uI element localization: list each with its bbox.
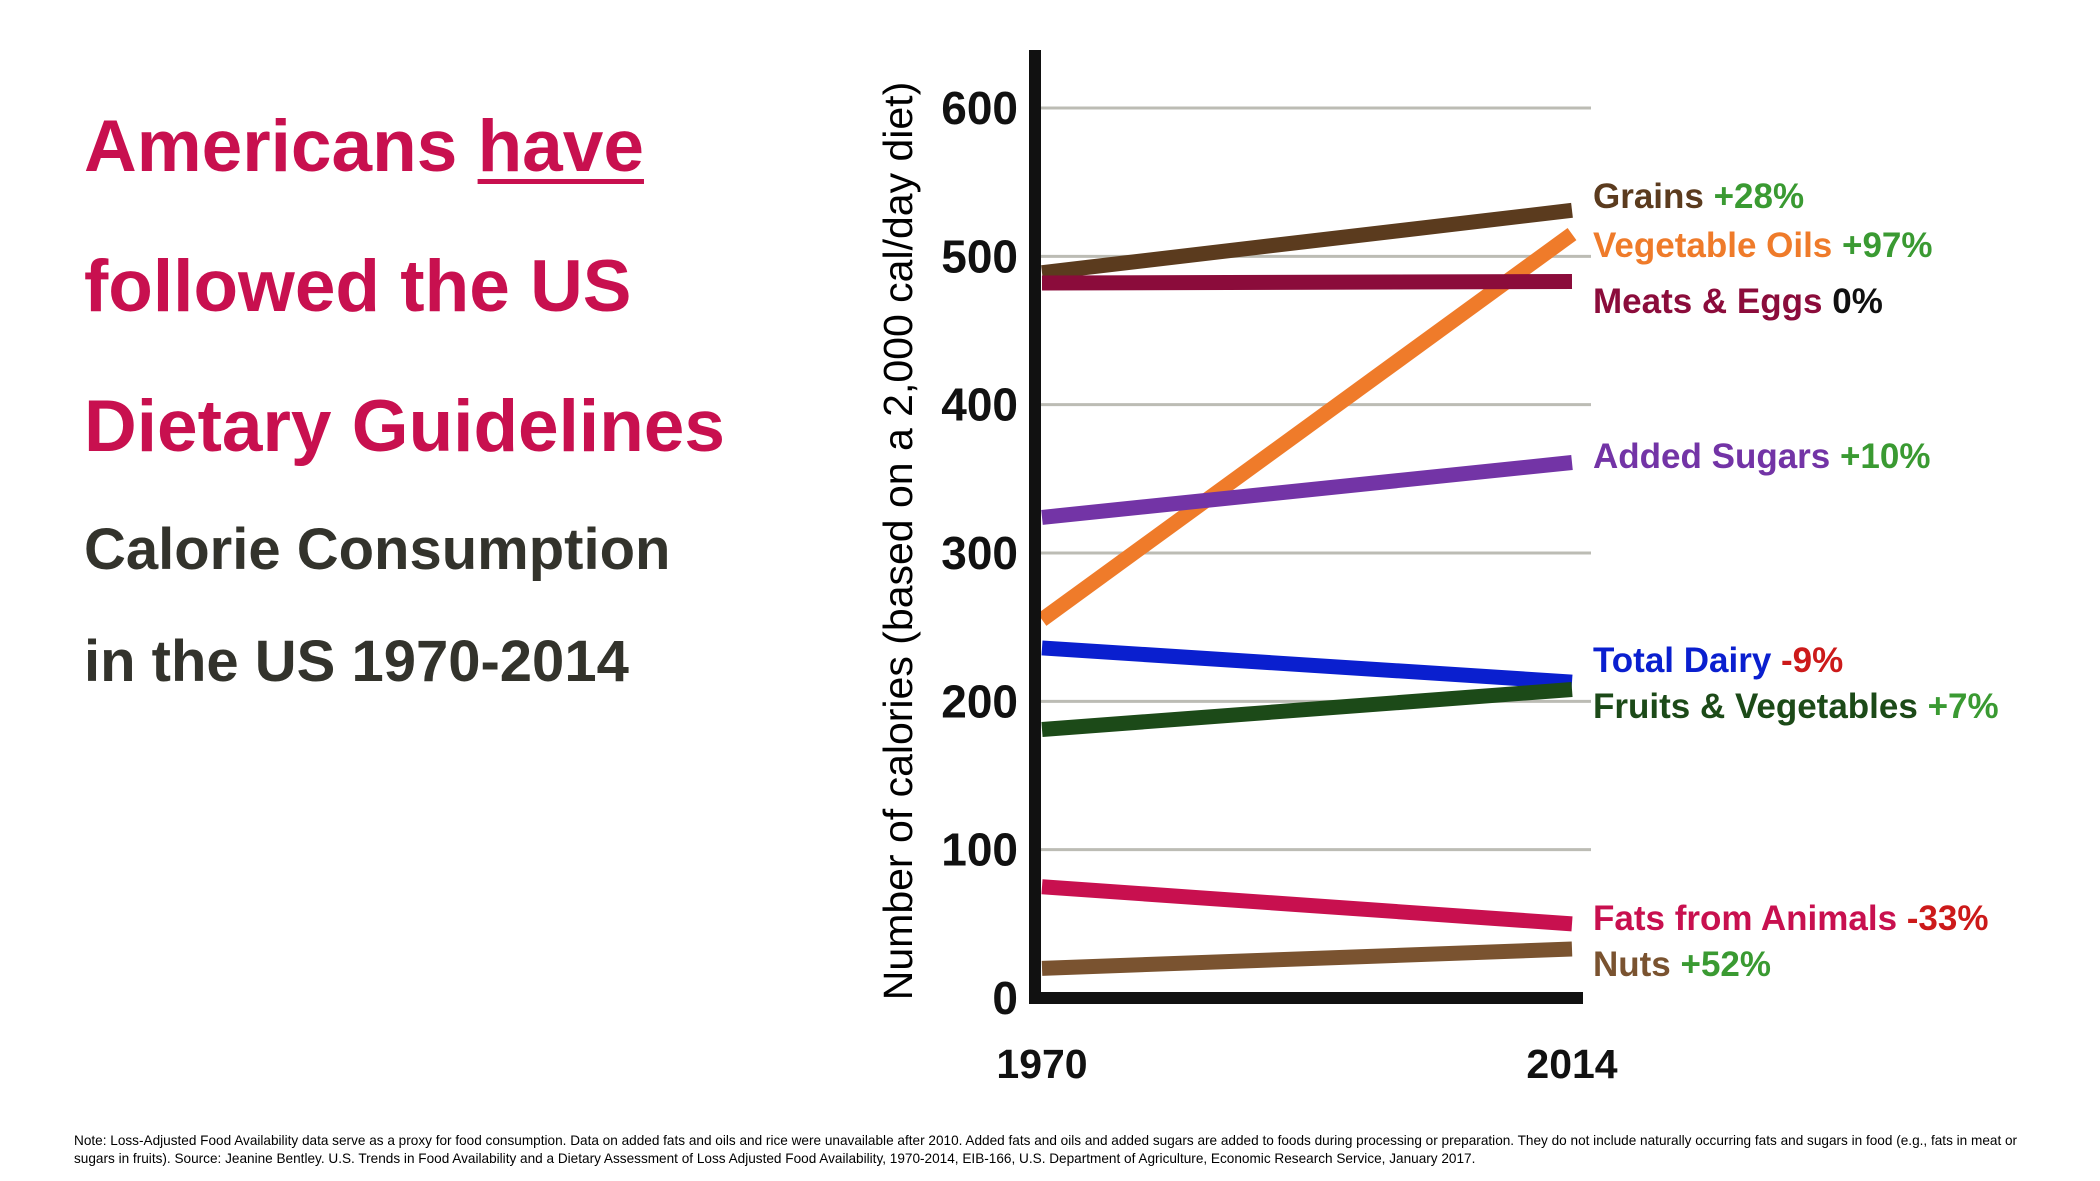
y-tick-label: 0 bbox=[992, 972, 1018, 1024]
headline-line-1-text: Americans bbox=[84, 106, 478, 187]
y-tick-label: 600 bbox=[941, 82, 1018, 134]
series-line-added-sugars bbox=[1041, 455, 1573, 525]
x-tick-labels: 1970 2014 bbox=[996, 1041, 1617, 1087]
headline-line-2: followed the US bbox=[84, 246, 632, 327]
series-change: +97% bbox=[1842, 226, 1933, 265]
y-tick-label: 100 bbox=[941, 824, 1018, 876]
axes bbox=[1029, 50, 1583, 1004]
series-line-fruits-vegetables bbox=[1041, 681, 1573, 737]
y-tick-label: 400 bbox=[941, 379, 1018, 431]
series-line-fats-from-animals bbox=[1041, 879, 1573, 932]
series-label-nuts: Nuts +52% bbox=[1593, 945, 1771, 984]
headline-line-3: Dietary Guidelines bbox=[84, 386, 725, 467]
series-label-meats-eggs: Meats & Eggs 0% bbox=[1593, 282, 1883, 321]
series-line-meats-eggs bbox=[1041, 274, 1573, 291]
y-tick-label: 500 bbox=[941, 230, 1018, 282]
series-labels: Grains +28% Vegetable Oils +97% Meats & Eg… bbox=[1593, 177, 1999, 984]
series-name: Total Dairy bbox=[1593, 641, 1781, 680]
series-label-fruits-vegetables: Fruits & Vegetables +7% bbox=[1593, 687, 1999, 726]
series-label-added-sugars: Added Sugars +10% bbox=[1593, 437, 1930, 476]
series-change: 0% bbox=[1832, 282, 1883, 321]
series-label-grains: Grains +28% bbox=[1593, 177, 1804, 216]
y-axis-label: Number of calories (based on a 2,000 cal… bbox=[875, 82, 921, 1000]
y-tick-label: 200 bbox=[941, 675, 1018, 727]
series-label-vegetable-oils: Vegetable Oils +97% bbox=[1593, 226, 1933, 265]
series-change: -9% bbox=[1781, 641, 1843, 680]
series-change: +52% bbox=[1681, 945, 1772, 984]
series-name: Added Sugars bbox=[1593, 437, 1840, 476]
series-line-nuts bbox=[1041, 941, 1573, 976]
x-tick-label: 1970 bbox=[996, 1041, 1087, 1087]
series-name: Fats from Animals bbox=[1593, 899, 1907, 938]
y-tick-labels: 0 100 200 300 400 500 600 bbox=[941, 82, 1018, 1024]
series-line-total-dairy bbox=[1041, 640, 1573, 690]
series-change: +7% bbox=[1928, 687, 1999, 726]
series-lines bbox=[1037, 202, 1577, 976]
series-name: Vegetable Oils bbox=[1593, 226, 1842, 265]
series-change: -33% bbox=[1907, 899, 1989, 938]
series-name: Fruits & Vegetables bbox=[1593, 687, 1928, 726]
subheading-line-1: Calorie Consumption bbox=[84, 517, 671, 582]
series-name: Meats & Eggs bbox=[1593, 282, 1832, 321]
series-name: Nuts bbox=[1593, 945, 1681, 984]
series-change: +10% bbox=[1840, 437, 1931, 476]
headline-line-1: Americans have bbox=[84, 110, 644, 183]
series-line-vegetable-oils bbox=[1037, 228, 1577, 626]
subheading-line-2: in the US 1970-2014 bbox=[84, 629, 629, 694]
footnote: Note: Loss-Adjusted Food Availability da… bbox=[74, 1133, 2018, 1166]
y-tick-label: 300 bbox=[941, 527, 1018, 579]
series-line-grains bbox=[1041, 202, 1573, 281]
series-change: +28% bbox=[1714, 177, 1805, 216]
series-label-fats-from-animals: Fats from Animals -33% bbox=[1593, 899, 1989, 938]
x-tick-label: 2014 bbox=[1526, 1041, 1617, 1087]
series-name: Grains bbox=[1593, 177, 1714, 216]
headline-emphasis: have bbox=[477, 106, 644, 187]
series-label-total-dairy: Total Dairy -9% bbox=[1593, 641, 1843, 680]
